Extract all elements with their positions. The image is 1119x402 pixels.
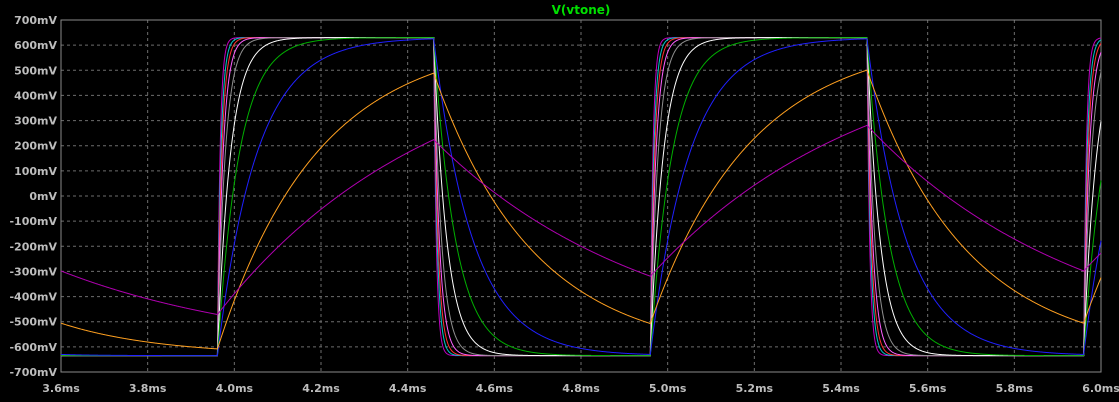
y-tick-label: 700mV	[14, 14, 57, 27]
x-axis-tick-labels: 3.6ms 3.8ms 4.0ms 4.2ms 4.4ms 4.6ms 4.8ms 5.0ms…	[42, 382, 1119, 395]
x-tick-label: 4.4ms	[389, 382, 427, 395]
x-tick-label: 4.0ms	[216, 382, 254, 395]
x-tick-label: 4.2ms	[302, 382, 340, 395]
x-tick-label: 3.8ms	[129, 382, 167, 395]
y-tick-label: -700mV	[9, 366, 57, 379]
x-tick-label: 6.0ms	[1082, 382, 1119, 395]
y-tick-label: 500mV	[14, 64, 57, 77]
y-tick-label: -100mV	[9, 215, 57, 228]
y-tick-label: 0mV	[29, 190, 57, 203]
series-line-10[interactable]	[60, 124, 1102, 316]
x-tick-label: 5.0ms	[649, 382, 687, 395]
y-tick-label: -300mV	[9, 265, 57, 278]
x-tick-label: 5.6ms	[909, 382, 947, 395]
y-tick-label: 400mV	[14, 89, 57, 102]
series-group[interactable]	[60, 37, 1102, 357]
grid	[61, 20, 1101, 372]
x-tick-label: 4.8ms	[562, 382, 600, 395]
x-tick-label: 4.6ms	[476, 382, 514, 395]
series-line-8[interactable]	[60, 38, 1102, 357]
trace-title[interactable]: V(vtone)	[552, 3, 611, 17]
y-tick-label: -500mV	[9, 316, 57, 329]
plot-frame	[60, 19, 1102, 373]
y-tick-label: -200mV	[9, 240, 57, 253]
y-tick-label: -400mV	[9, 291, 57, 304]
y-tick-label: 200mV	[14, 140, 57, 153]
y-tick-label: 600mV	[14, 39, 57, 52]
y-tick-label: -600mV	[9, 341, 57, 354]
y-tick-label: 300mV	[14, 115, 57, 128]
y-tick-label: 100mV	[14, 165, 57, 178]
series-line-7[interactable]	[61, 37, 1102, 357]
y-axis-tick-labels: 700mV 600mV 500mV 400mV 300mV 200mV 100mV 0mV -1…	[9, 14, 57, 379]
x-tick-label: 5.4ms	[822, 382, 860, 395]
x-tick-label: 5.2ms	[736, 382, 774, 395]
series-line-9[interactable]	[60, 69, 1102, 350]
x-tick-label: 3.6ms	[42, 382, 80, 395]
x-tick-label: 5.8ms	[996, 382, 1034, 395]
